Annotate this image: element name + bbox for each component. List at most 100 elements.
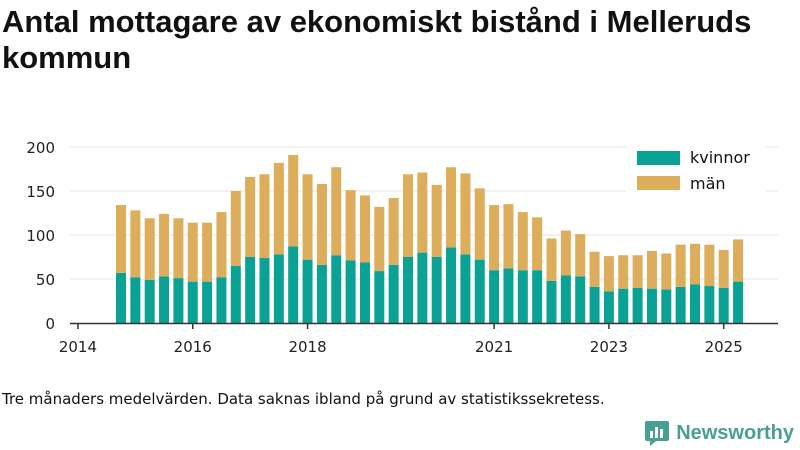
bar-man — [245, 176, 256, 257]
bar-kvinnor — [403, 257, 413, 323]
bar-man — [618, 255, 629, 289]
bar-man — [273, 162, 284, 255]
bar-man — [446, 167, 457, 248]
y-tick-label: 0 — [45, 315, 55, 333]
bar-man — [646, 250, 657, 289]
bar-kvinnor — [589, 286, 600, 323]
x-tick-label: 2023 — [590, 338, 628, 356]
bar-kvinnor — [704, 286, 715, 323]
bar-man — [661, 253, 672, 290]
bar-man — [589, 251, 600, 287]
bar-kvinnor — [259, 257, 270, 323]
y-axis-ticks: 0 50 100 150 200 — [26, 139, 55, 333]
bar-man — [187, 222, 198, 282]
bar-man — [575, 234, 586, 277]
bar-kvinnor — [646, 288, 657, 323]
bar-kvinnor — [517, 270, 528, 323]
bar-man — [489, 205, 500, 271]
chart-caption: Tre månaders medelvärden. Data saknas ib… — [2, 390, 605, 408]
bar-kvinnor — [632, 287, 643, 323]
y-tick-label: 150 — [26, 183, 55, 201]
bar-kvinnor — [661, 289, 672, 323]
bar-man — [431, 184, 442, 257]
x-axis-ticks: 2014 2016 2018 2021 2023 2025 — [59, 323, 743, 356]
bars — [116, 154, 744, 323]
y-tick-label: 200 — [26, 139, 55, 157]
x-tick-label: 2018 — [288, 338, 326, 356]
bar-kvinnor — [316, 264, 327, 323]
bar-man — [159, 213, 170, 277]
bar-man — [345, 190, 356, 261]
bar-man — [374, 206, 385, 272]
bar-kvinnor — [733, 281, 744, 323]
bar-kvinnor — [446, 247, 457, 323]
bar-man — [259, 174, 270, 258]
stacked-bar-chart: 0 50 100 150 200 2014 2016 2018 2021 2023 2025 kv… — [26, 139, 778, 356]
legend-label-man: män — [690, 174, 726, 193]
legend-swatch-kvinnor — [637, 151, 680, 165]
bar-man — [288, 154, 299, 247]
bar-kvinnor — [302, 259, 313, 323]
bar-kvinnor — [273, 254, 284, 323]
bar-kvinnor — [388, 264, 399, 323]
bar-kvinnor — [618, 288, 629, 323]
bar-kvinnor — [331, 255, 342, 323]
bar-man — [417, 172, 428, 253]
bar-man — [704, 244, 715, 287]
bar-kvinnor — [173, 278, 184, 323]
bar-man — [316, 183, 327, 265]
bar-man — [546, 238, 557, 281]
bar-kvinnor — [216, 277, 227, 323]
y-tick-label: 50 — [36, 271, 55, 289]
bar-man — [302, 174, 313, 260]
bar-man — [560, 230, 571, 276]
bar-man — [733, 239, 744, 282]
bar-kvinnor — [144, 279, 155, 323]
bar-kvinnor — [431, 257, 442, 323]
bar-kvinnor — [187, 281, 198, 323]
bar-kvinnor — [474, 259, 485, 323]
bar-kvinnor — [202, 281, 213, 323]
bar-kvinnor — [359, 262, 370, 323]
y-tick-label: 100 — [26, 227, 55, 245]
bar-kvinnor — [245, 257, 256, 323]
bar-kvinnor — [718, 287, 729, 323]
x-tick-label: 2016 — [174, 338, 212, 356]
bar-man — [173, 218, 184, 279]
bar-kvinnor — [690, 284, 700, 323]
bar-kvinnor — [489, 270, 500, 323]
bar-kvinnor — [675, 286, 686, 323]
bar-kvinnor — [130, 277, 141, 323]
bar-man — [503, 204, 514, 269]
bar-kvinnor — [603, 291, 614, 323]
bar-man — [718, 249, 729, 288]
bar-kvinnor — [575, 276, 586, 323]
x-tick-label: 2025 — [705, 338, 743, 356]
bar-man — [130, 210, 141, 278]
bar-man — [230, 191, 241, 266]
bar-man — [474, 188, 485, 260]
bar-kvinnor — [159, 276, 170, 323]
newsworthy-logo-icon — [645, 421, 670, 446]
bar-man — [359, 195, 370, 263]
bar-man — [690, 243, 700, 285]
bar-kvinnor — [374, 271, 385, 323]
bar-man — [331, 167, 342, 256]
legend-label-kvinnor: kvinnor — [690, 148, 750, 167]
chart-title: Antal mottagare av ekonomiskt bistånd i … — [2, 4, 752, 75]
bar-man — [603, 256, 614, 292]
bar-man — [202, 222, 213, 282]
bar-man — [517, 212, 528, 271]
bar-kvinnor — [546, 280, 557, 323]
legend: kvinnor män — [626, 144, 766, 196]
bar-man — [532, 217, 543, 271]
bar-kvinnor — [417, 252, 428, 323]
bar-kvinnor — [532, 270, 543, 323]
bar-man — [216, 212, 227, 278]
bar-man — [388, 198, 399, 265]
bar-kvinnor — [345, 260, 356, 323]
bar-kvinnor — [116, 272, 126, 323]
brand-logo[interactable]: Newsworthy — [644, 419, 794, 447]
x-tick-label: 2021 — [475, 338, 513, 356]
bar-man — [144, 218, 155, 280]
